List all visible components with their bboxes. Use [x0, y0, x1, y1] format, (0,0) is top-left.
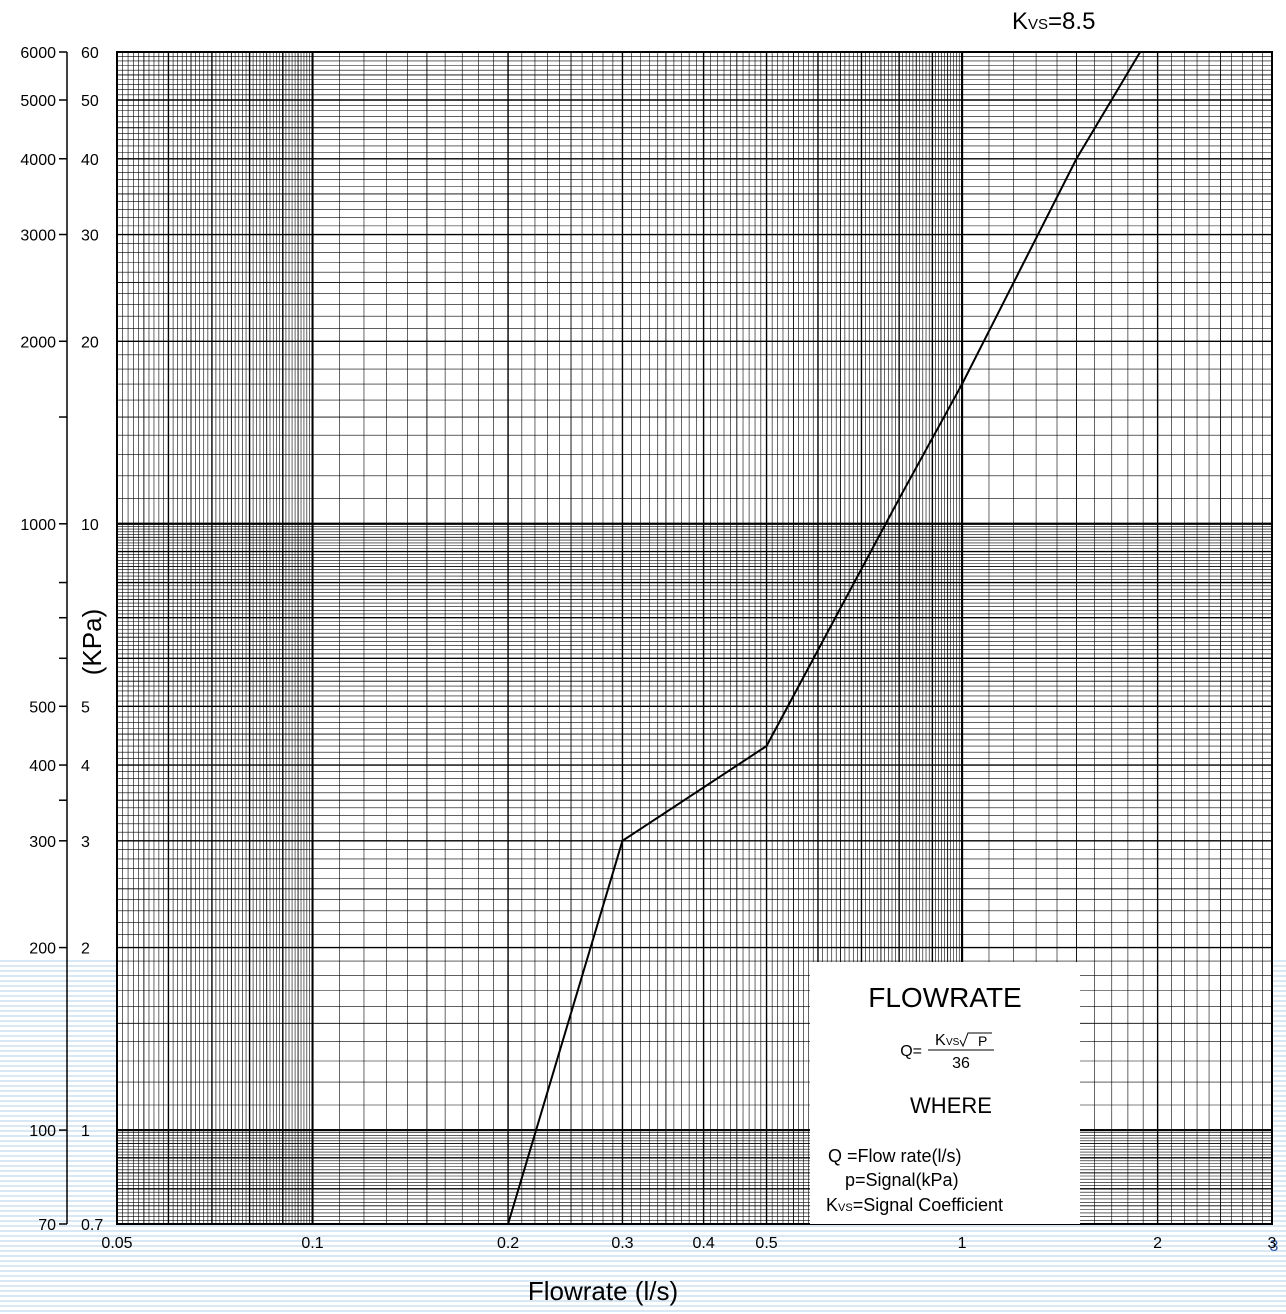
y-tick-label-secondary: 5 — [81, 699, 90, 716]
y-tick-label-kpa: 200 — [29, 941, 56, 958]
y-tick-label-kpa: 500 — [29, 699, 56, 716]
series-label: KVS=8.5 — [1012, 8, 1095, 35]
x-tick-label: 0.5 — [755, 1235, 777, 1252]
y-tick-label-kpa: 4000 — [20, 152, 56, 169]
y-tick-label-secondary: 1 — [81, 1123, 90, 1140]
curve-layer — [507, 51, 1142, 1225]
sqrt-symbol — [959, 1032, 992, 1048]
legend-line-q: Q =Flow rate(l/s) — [828, 1146, 962, 1166]
y-tick-label-kpa: 70 — [38, 1217, 56, 1234]
kvs-sub: VS — [838, 1202, 853, 1214]
y-tick-label-kpa: 400 — [29, 758, 56, 775]
y-tick-label-secondary: 10 — [81, 517, 99, 534]
kvs-rest: =Signal Coefficient — [853, 1195, 1003, 1215]
y-tick-label-kpa: 100 — [29, 1123, 56, 1140]
y-tick-label-secondary: 20 — [81, 334, 99, 351]
x-tick-label: 2 — [1153, 1235, 1162, 1252]
plot-background — [117, 52, 1272, 1224]
x-tick-label: 0.4 — [692, 1235, 714, 1252]
formula-numerator-sub: VS — [946, 1037, 960, 1048]
y-tick-label-kpa: 5000 — [20, 93, 56, 110]
x-tick-label: 1 — [958, 1235, 967, 1252]
legend-line-p: p=Signal(kPa) — [845, 1170, 959, 1190]
y-tick-label-kpa: 3000 — [20, 228, 56, 245]
y-tick-label-secondary: 40 — [81, 152, 99, 169]
legend-where: WHERE — [910, 1093, 992, 1118]
series-label-sub: VS — [1028, 16, 1048, 33]
y-tick-label-secondary: 60 — [81, 45, 99, 62]
y-tick-label-kpa: 6000 — [20, 45, 56, 62]
series-label-value: =8.5 — [1048, 8, 1095, 35]
x-tick-label: 0.3 — [611, 1235, 633, 1252]
y-tick-label-secondary: 4 — [81, 758, 90, 775]
x-tick-label: 3 — [1268, 1235, 1277, 1252]
kvs-k: K — [826, 1195, 838, 1215]
y-tick-label-secondary: 30 — [81, 228, 99, 245]
legend-title: FLOWRATE — [868, 982, 1021, 1013]
legend-box — [810, 962, 1080, 1224]
series-label-k: K — [1012, 8, 1028, 35]
series-line-kvs-8-5 — [507, 51, 1142, 1225]
y-tick-label-secondary: 2 — [81, 941, 90, 958]
legend-line-kvs: KVS=Signal Coefficient — [826, 1195, 1003, 1215]
formula-numerator-sqrt: P — [978, 1033, 987, 1049]
y-tick-label-secondary: 3 — [81, 834, 90, 851]
x-axis-title: Flowrate (l/s) — [528, 1276, 678, 1306]
x-tick-label: 0.2 — [497, 1235, 519, 1252]
x-tick-label: 0.1 — [301, 1235, 323, 1252]
formula-denominator: 36 — [952, 1055, 970, 1072]
plot-border — [116, 51, 1273, 1225]
x-tick-label: 0.05 — [101, 1235, 132, 1252]
formula-lhs: Q= — [900, 1043, 922, 1060]
tick-labels: 6000 5000 4000 3000 2000 1000 500 400 300 200 100 7… — [20, 45, 1276, 1252]
y-axis-title: (KPa) — [77, 609, 107, 675]
y-tick-label-kpa: 300 — [29, 834, 56, 851]
page-number: 3 — [1270, 1238, 1279, 1255]
y-tick-label-kpa: 2000 — [20, 334, 56, 351]
axes — [59, 51, 68, 1225]
y-tick-label-secondary: 0.7 — [81, 1217, 103, 1234]
y-tick-label-secondary: 50 — [81, 93, 99, 110]
legend: FLOWRATE Q= K VS P 36 WHERE Q =Flow rate… — [810, 962, 1080, 1224]
y-tick-label-kpa: 1000 — [20, 517, 56, 534]
formula-numerator-k: K — [935, 1032, 946, 1049]
